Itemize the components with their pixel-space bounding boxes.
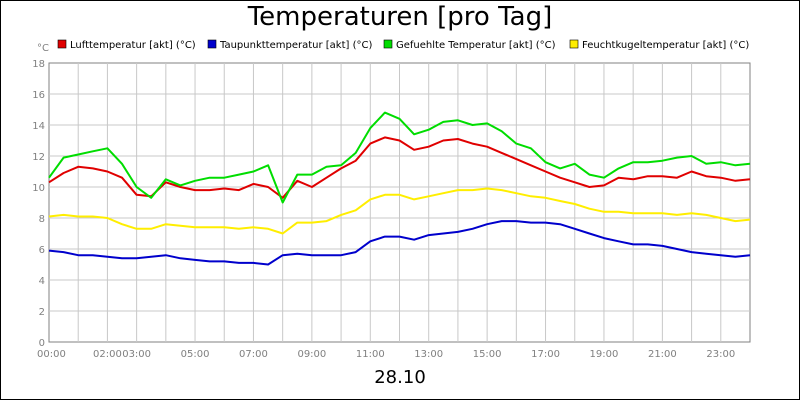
chart-title: Temperaturen [pro Tag] [247, 2, 553, 32]
legend-item-3: Gefuehlte Temperatur [akt] (°C) [383, 39, 556, 51]
legend-label: Gefuehlte Temperatur [akt] (°C) [396, 40, 556, 51]
x-tick-label: 19:00 [590, 349, 619, 360]
y-tick-label: 8 [39, 214, 45, 225]
y-tick-label: 2 [39, 307, 45, 318]
x-tick-label: 00:00 [37, 349, 66, 360]
series-line-3 [48, 111, 751, 204]
legend-label: Feuchtkugeltemperatur [akt] (°C) [582, 40, 749, 51]
x-tick-label: 09:00 [297, 349, 326, 360]
x-tick-label: 02:00 [93, 349, 122, 360]
y-axis-ticks: 0 2 4 6 8 10 12 14 16 18 [32, 59, 45, 349]
legend-swatch [569, 39, 579, 49]
y-tick-label: 10 [32, 183, 45, 194]
series-line-1 [48, 136, 751, 199]
x-tick-label: 13:00 [414, 349, 443, 360]
legend-swatch [57, 39, 67, 49]
legend-label: Lufttemperatur [akt] (°C) [70, 40, 196, 51]
x-axis-ticks: 00:00 02:00 03:00 05:00 07:00 09:00 11:00 13:00… [37, 349, 735, 360]
y-tick-label: 0 [39, 338, 45, 349]
y-tick-label: 4 [39, 276, 45, 287]
x-tick-label: 05:00 [181, 349, 210, 360]
y-tick-label: 16 [32, 90, 45, 101]
legend-label: Taupunkttemperatur [akt] (°C) [219, 40, 372, 51]
x-tick-label: 21:00 [648, 349, 677, 360]
legend: Lufttemperatur [akt] (°C) Taupunkttempera… [57, 39, 749, 51]
x-tick-label: 23:00 [706, 349, 735, 360]
x-tick-label: 03:00 [122, 349, 151, 360]
y-tick-label: 6 [39, 245, 45, 256]
y-axis-unit-label: °C [37, 43, 49, 54]
series-line-4 [48, 187, 751, 235]
legend-swatch [207, 39, 217, 49]
x-axis-date-label: 28.10 [374, 367, 426, 388]
x-tick-label: 17:00 [531, 349, 560, 360]
legend-item-4: Feuchtkugeltemperatur [akt] (°C) [569, 39, 749, 51]
legend-item-2: Taupunkttemperatur [akt] (°C) [207, 39, 372, 51]
y-tick-label: 14 [32, 121, 45, 132]
x-tick-label: 11:00 [356, 349, 385, 360]
legend-swatch [383, 39, 393, 49]
series-lines [48, 111, 751, 266]
x-tick-label: 15:00 [473, 349, 502, 360]
y-tick-label: 18 [32, 59, 45, 70]
grid-lines [49, 63, 750, 342]
legend-item-1: Lufttemperatur [akt] (°C) [57, 39, 196, 51]
y-tick-label: 12 [32, 152, 45, 163]
series-line-2 [48, 220, 751, 266]
x-tick-label: 07:00 [239, 349, 268, 360]
